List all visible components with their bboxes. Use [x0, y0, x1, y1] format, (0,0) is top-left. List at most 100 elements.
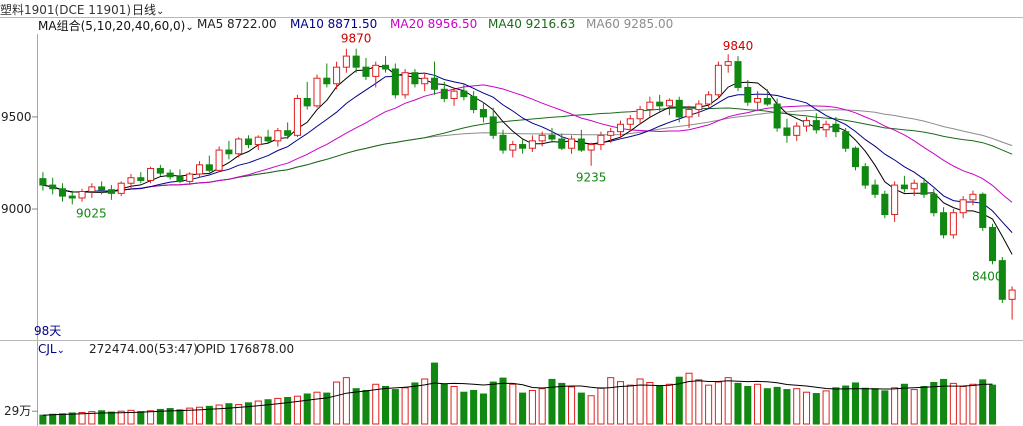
volume-bar-up [313, 391, 321, 425]
candle-down [411, 72, 419, 85]
candle-up [127, 177, 135, 184]
price-annotation: 9235 [576, 171, 607, 185]
candle-down [303, 97, 311, 107]
price-annotation: 8400 [972, 269, 1003, 283]
volume-bar-up [215, 404, 223, 425]
volume-bar-down [881, 390, 889, 425]
candle-up [822, 123, 830, 131]
volume-bar-down [391, 389, 399, 425]
volume-bar-down [979, 379, 987, 425]
period-label: 日线 [132, 3, 157, 17]
volume-legend: CJL⌄ 272474.00(53:47) OPID 176878.00 [0, 341, 1023, 359]
volume-bar-up [705, 384, 713, 425]
volume-bar-up [802, 391, 811, 425]
candle-down [763, 97, 771, 105]
candle-up [509, 144, 517, 151]
candle-up [646, 101, 654, 111]
candle-down [940, 212, 948, 236]
volume-ma-line [42, 380, 993, 416]
volume-bar-down [166, 408, 174, 425]
volume-bar-up [78, 412, 86, 425]
candle-down [362, 66, 370, 77]
candle-down [58, 188, 67, 197]
candle-up [714, 64, 722, 96]
volume-bar-up [127, 409, 135, 425]
volume-bar-down [499, 377, 507, 425]
volume-bar-down [920, 385, 928, 425]
price-annotation: 9025 [76, 207, 107, 221]
panel-divider [0, 340, 1023, 341]
volume-bar-down [861, 387, 869, 425]
volume-bar-up [949, 382, 957, 425]
candle-up [802, 120, 811, 127]
volume-bar-down [68, 412, 76, 425]
candle-up [969, 193, 977, 201]
volume-bar-up [959, 385, 967, 425]
volume-bar-down [156, 408, 164, 425]
price-annotation: 9870 [341, 32, 372, 46]
volume-bar-down [205, 405, 213, 425]
volume-bar-down [440, 383, 448, 425]
ma10-value: MA10 8871.50 [290, 17, 378, 31]
candle-down [166, 172, 174, 178]
candle-up [313, 77, 321, 107]
candle-down [98, 186, 106, 191]
candle-up [616, 123, 625, 133]
volume-indicator-select[interactable]: CJL⌄ [38, 342, 65, 356]
candle-up [949, 212, 957, 236]
volume-bar-down [382, 385, 390, 425]
candle-up [685, 109, 693, 118]
volume-bar-down [362, 389, 370, 425]
ma20-line [42, 84, 1013, 203]
candle-up [293, 97, 301, 136]
candle-up [597, 134, 605, 146]
volume-bar-up [646, 382, 654, 425]
volume-bar-down [352, 388, 360, 425]
candle-down [842, 131, 850, 149]
candle-down [920, 182, 928, 195]
candle-up [186, 173, 194, 182]
candle-down [284, 130, 292, 136]
candle-down [430, 77, 439, 90]
volume-bar-down [900, 383, 908, 425]
volume-bar-up [665, 383, 673, 425]
candle-up [333, 66, 341, 85]
candle-down [391, 68, 399, 96]
volume-bar-down [842, 385, 850, 425]
candle-up [88, 186, 96, 193]
volume-bar-down [303, 393, 311, 425]
ma-group-select[interactable]: MA组合(5,10,20,40,60,0)⌄ [38, 17, 194, 34]
volume-bar-down [176, 409, 184, 425]
volume-bar-up [293, 395, 301, 425]
candle-down [137, 177, 145, 181]
candle-down [156, 167, 164, 174]
candle-up [274, 130, 282, 142]
y-tick-label: 9500 [1, 110, 32, 124]
volume-bar-down [264, 399, 272, 425]
candle-down [352, 55, 360, 68]
symbol-label: 塑料1901(DCE 11901) [0, 3, 132, 17]
volume-bar-down [988, 384, 997, 425]
volume-bar-up [616, 381, 625, 425]
header-divider [0, 17, 1023, 18]
volume-bar-down [675, 376, 683, 425]
candle-down [176, 176, 184, 182]
candle-down [323, 77, 331, 85]
volume-bar-up [421, 378, 429, 425]
candle-down [558, 138, 566, 149]
volume-bar-up [636, 378, 644, 425]
cjl-value: 272474.00(53:47) [89, 342, 198, 356]
candle-down [548, 134, 556, 140]
volume-bar-up [587, 395, 595, 425]
period-select[interactable]: 日线⌄ [132, 1, 164, 18]
candle-up [401, 72, 409, 96]
candle-down [900, 184, 908, 190]
candle-down [998, 260, 1006, 300]
volume-bar-down [548, 378, 556, 425]
candle-down [881, 193, 889, 216]
candle-down [577, 138, 585, 151]
candle-down [49, 184, 57, 190]
volume-bar-down [783, 389, 791, 425]
volume-bar-down [430, 362, 439, 425]
